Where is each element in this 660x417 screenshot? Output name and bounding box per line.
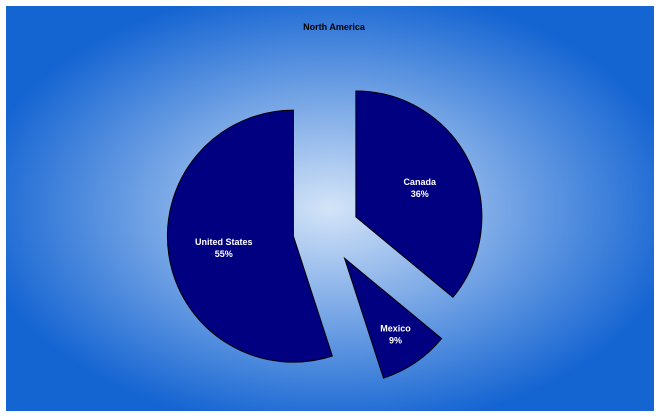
slice-label-mexico: Mexico: [380, 323, 411, 333]
chart-area: Canada 36% Mexico 9% United States 55% North …: [6, 6, 654, 411]
slice-label-united-states: United States: [195, 237, 253, 247]
slice-value-mexico: 9%: [389, 335, 402, 345]
slice-value-united-states: 55%: [215, 249, 233, 259]
pie-chart: Canada 36% Mexico 9% United States 55% North …: [6, 6, 654, 411]
chart-title: North America: [303, 22, 366, 32]
slice-value-canada: 36%: [411, 189, 429, 199]
pie-labels: Canada 36% Mexico 9% United States 55%: [195, 177, 437, 345]
chart-background: [6, 6, 654, 411]
pie-slices: [166, 90, 483, 379]
pie-slice-mexico: [343, 256, 443, 379]
pie-slice-canada: [355, 90, 483, 298]
slice-label-canada: Canada: [403, 177, 437, 187]
pie-slice-united-states: [166, 109, 333, 363]
